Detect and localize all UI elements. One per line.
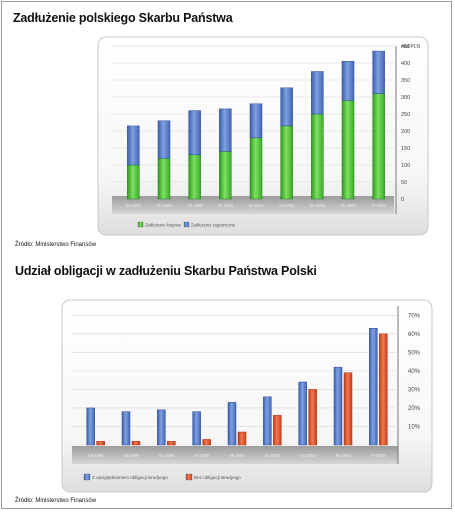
chart2-bar-with-brady: [192, 411, 201, 446]
chart2-y-tick-label: 30%: [408, 387, 421, 393]
chart1-bar-domestic: [372, 93, 385, 200]
chart2-bar-without-brady: [308, 389, 317, 446]
chart2-bar-without-brady: [167, 441, 176, 446]
chart1-bar-foreign: [280, 87, 293, 127]
chart1-y-tick-label: 100: [401, 163, 410, 169]
chart2-source: Źródło: Ministerstwo Finansów: [15, 498, 97, 504]
chart2-bar-with-brady: [121, 411, 131, 446]
chart2-x-tick-label: XII 2001: [229, 453, 245, 458]
chart1-legend-swatch: [183, 221, 190, 228]
chart1-bar-domestic: [157, 157, 171, 200]
chart2-bar-with-brady: [298, 381, 307, 446]
chart2-bar-without-brady: [131, 441, 141, 446]
chart1-x-tick-label: XII 2000: [218, 203, 234, 208]
chart2-bar-without-brady: [96, 441, 105, 446]
chart1-bar-domestic: [341, 100, 355, 200]
chart2-y-tick-label: 60%: [408, 332, 421, 338]
chart2-bar-without-brady: [343, 372, 353, 446]
chart2-x-tick-label: XII 1999: [159, 453, 175, 458]
chart2-bar-without-brady: [202, 439, 211, 446]
chart1-bar-domestic: [188, 154, 201, 200]
chart1-x-ticks: XII 1997 XII 1998 XII 1999 XII 2000 XII 2001…: [126, 203, 387, 208]
chart1-bar-domestic: [127, 164, 140, 200]
chart2-bar-without-brady: [237, 431, 247, 446]
chart2-x-tick-label: XII 2000: [194, 453, 210, 458]
chart2-bar-without-brady: [273, 415, 282, 446]
chart2-x-tick-label: VI 2005: [371, 453, 386, 458]
chart1-x-tick-label: XII 2003: [310, 203, 326, 208]
chart2-x-tick-label: XII 1998: [123, 453, 139, 458]
chart2-bar-without-brady: [379, 333, 388, 446]
chart1-y-tick-label: 350: [401, 78, 410, 84]
chart2-x-ticks: XII 1997 XII 1998 XII 1999 XII 2000 XII 2001…: [88, 453, 386, 458]
chart1-bar-foreign: [157, 120, 171, 159]
chart1-x-tick-label: XII 2001: [248, 203, 264, 208]
chart1-y-tick-label: 150: [401, 146, 410, 152]
chart1-x-tick-label: XII 2004: [340, 203, 356, 208]
chart1-bar-foreign: [311, 71, 324, 115]
chart1-x-tick-label: XII 1999: [187, 203, 203, 208]
chart2-y-tick-label: 70%: [408, 313, 421, 319]
chart1-bar-domestic: [249, 137, 263, 200]
chart2-x-tick-label: XII 2002: [265, 453, 281, 458]
chart2-legend-label: Z uwzględnieniem obligacji Bradyego: [92, 475, 168, 480]
chart2-bar-with-brady: [227, 402, 237, 446]
chart1-unit-label: mld PLN: [401, 44, 421, 50]
chart1-y-tick-label: 250: [401, 112, 410, 118]
chart2-bar-with-brady: [157, 409, 166, 446]
chart1-legend-swatch: [137, 221, 144, 228]
chart2-y-tick-label: 50%: [408, 350, 421, 356]
chart2-legend: Z uwzględnieniem obligacji Bradyego Bez o…: [83, 473, 241, 481]
chart2-x-tick-label: XII 2004: [335, 453, 351, 458]
chart1-y-tick-label: 50: [401, 180, 407, 186]
chart2-x-tick-label: XII 2003: [300, 453, 316, 458]
chart1-bar-foreign: [341, 61, 355, 101]
chart2-legend-label: Bez obligacji Bradyego: [194, 475, 241, 480]
chart2-y-tick-label: 40%: [408, 369, 421, 375]
chart1-y-tick-label: 200: [401, 129, 410, 135]
chart2-bar-with-brady: [369, 327, 378, 446]
chart1-source: Źródło: Ministerstwo Finansów: [15, 242, 97, 248]
chart1-baseline-band: [112, 196, 394, 214]
chart1-x-tick-label: XII 1997: [126, 203, 142, 208]
chart2-bars: [86, 327, 388, 446]
chart2-bar-with-brady: [333, 366, 343, 446]
chart2-y-tick-label: 20%: [408, 406, 421, 412]
chart1-bar-foreign: [188, 110, 201, 156]
chart1-legend-label: Zadłużenie zagraniczne: [191, 223, 236, 228]
chart2-bar-with-brady: [263, 396, 272, 446]
chart1-y-tick-label: 300: [401, 95, 410, 101]
chart1-y-ticks: 0 50 100 150 200 250 300 350 400 450: [401, 44, 410, 203]
chart1-bar-domestic: [219, 151, 232, 200]
chart1-bar-foreign: [219, 108, 232, 152]
chart1-bar-domestic: [311, 113, 324, 200]
chart2-x-tick-label: XII 1997: [88, 453, 104, 458]
chart2-legend-swatch: [83, 473, 91, 481]
chart1-legend-label: Zadłużenie krajowe: [145, 223, 182, 228]
chart2-y-tick-label: 10%: [408, 424, 421, 430]
chart1-y-tick-label: 400: [401, 61, 410, 67]
chart2-y-ticks: 10% 20% 30% 40% 50% 60% 70%: [408, 313, 421, 430]
chart1-bar-foreign: [372, 50, 385, 94]
chart1-bar-foreign: [249, 103, 263, 139]
chart1-x-tick-label: XII 1998: [156, 203, 172, 208]
chart1-legend: Zadłużenie krajowe Zadłużenie zagraniczne: [137, 221, 236, 228]
chart1-y-tick-label: 0: [401, 197, 404, 203]
chart2-legend-swatch: [185, 473, 193, 481]
chart1-x-tick-label: XII 2002: [279, 203, 295, 208]
chart1-y-tick-label: 450: [401, 44, 410, 50]
chart2-baseline-band: [72, 446, 398, 464]
chart2: 10%20%30%40%50%60%70% XII 1997 XII 1998 XI…: [61, 299, 433, 493]
chart1-bar-domestic: [280, 125, 293, 200]
chart1-bar-foreign: [127, 125, 140, 166]
chart1-x-tick-label: VI 2005: [371, 203, 386, 208]
chart2-bar-with-brady: [86, 407, 95, 446]
chart1-bars: [127, 50, 385, 200]
chart2-title: Udział obligacji w zadłużeniu Skarbu Pań…: [15, 264, 317, 278]
chart1-title: Zadłużenie polskiego Skarbu Państwa: [13, 11, 233, 25]
